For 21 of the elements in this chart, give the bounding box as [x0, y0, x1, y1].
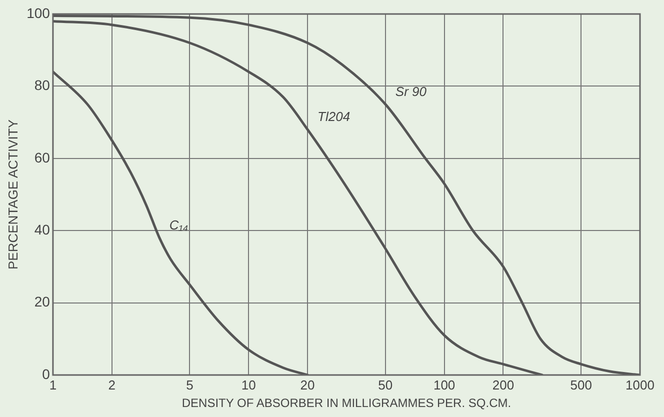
series-label: C₁₄: [169, 217, 188, 232]
x-tick-label: 20: [300, 377, 315, 392]
x-tick-label: 50: [378, 377, 393, 392]
y-axis-title: PERCENTAGE ACTIVITY: [5, 119, 20, 270]
y-tick-label: 20: [34, 294, 50, 310]
y-tick-label: 60: [34, 149, 50, 166]
series-label: Tl204: [318, 109, 350, 124]
y-tick-label: 0: [42, 366, 50, 382]
x-axis-title: DENSITY OF ABSORBER IN MILLIGRAMMES PER. SQ.CM.: [182, 396, 512, 410]
x-tick-label: 500: [570, 377, 592, 392]
x-tick-label: 100: [433, 377, 456, 392]
x-tick-label: 5: [186, 377, 194, 392]
y-tick-label: 40: [34, 221, 50, 238]
x-tick-label: 200: [492, 377, 514, 392]
series-label: Sr 90: [395, 84, 428, 99]
x-tick-label: 10: [241, 377, 256, 392]
x-tick-label: 1000: [626, 377, 654, 392]
y-tick-label: 100: [26, 4, 50, 21]
x-tick-label: 2: [108, 377, 116, 392]
y-tick-label: 80: [34, 77, 50, 94]
x-tick-label: 1: [49, 377, 57, 392]
